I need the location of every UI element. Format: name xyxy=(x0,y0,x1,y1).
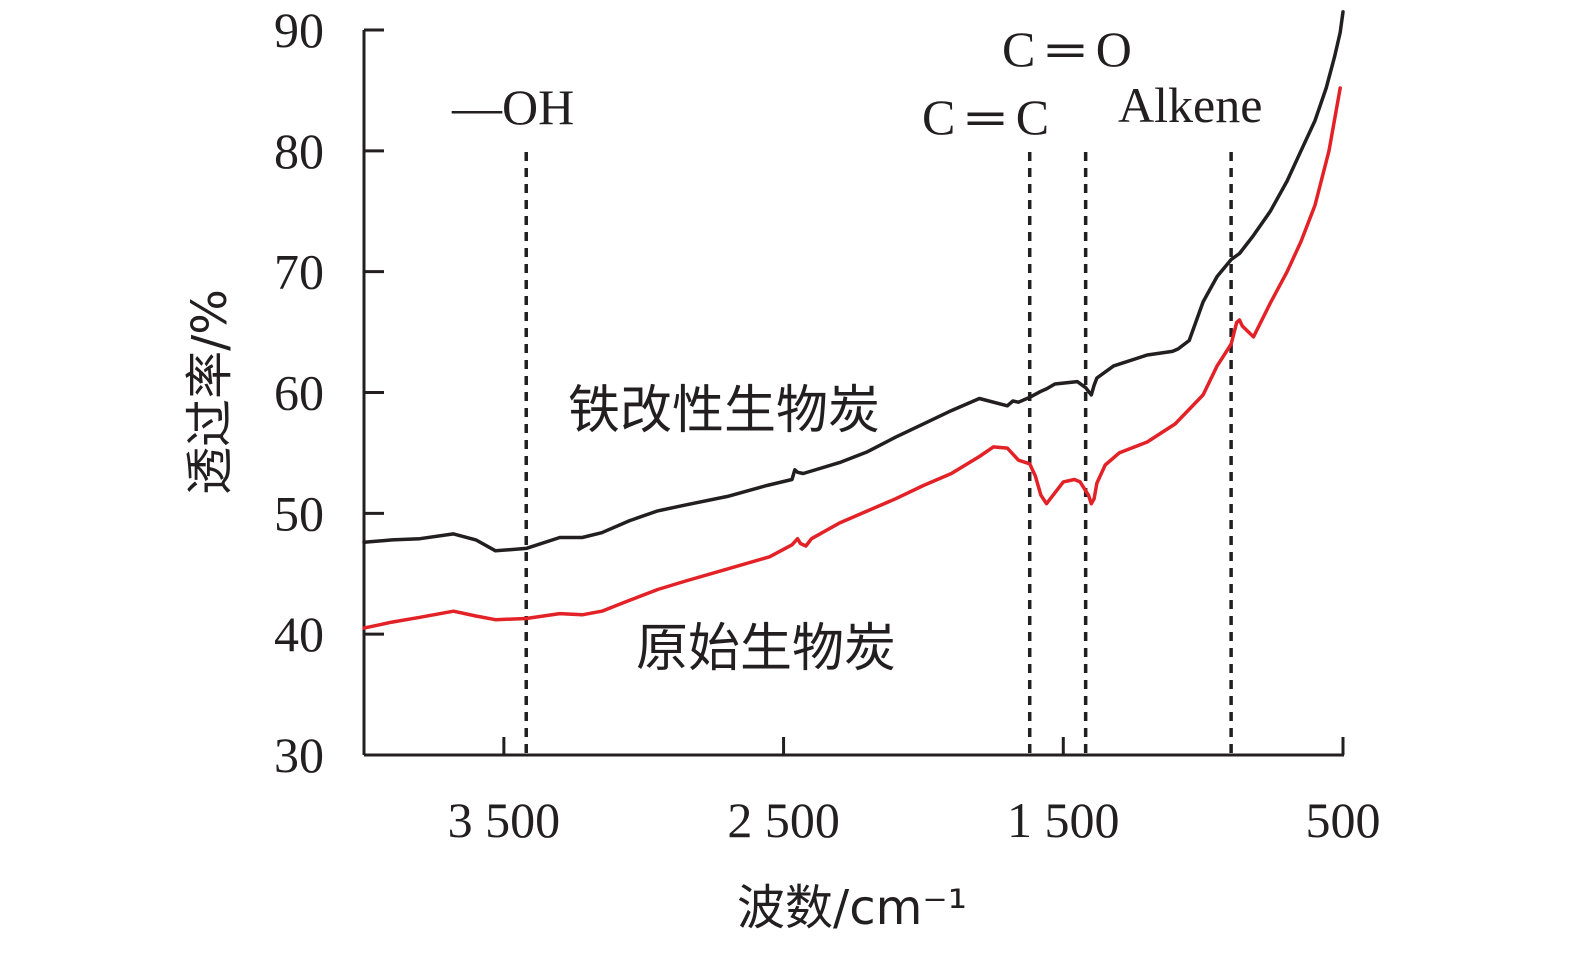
y-tick-label: 90 xyxy=(274,2,324,58)
series-line-pristine-biochar xyxy=(362,86,1342,630)
annotation-oh: —OH xyxy=(451,79,574,135)
series-lines xyxy=(362,10,1345,630)
y-tick-label: 40 xyxy=(274,606,324,662)
x-ticks: 3 500 2 500 1 500 500 xyxy=(448,737,1381,848)
y-ticks: 30 40 50 60 70 80 90 xyxy=(274,2,384,783)
series-label-iron-modified-biochar: 铁改性生物炭 xyxy=(568,381,880,441)
reference-lines xyxy=(524,152,1233,755)
y-tick-label: 50 xyxy=(274,485,324,541)
axes: 30 40 50 60 70 80 90 3 500 2 500 1 500 500 xyxy=(274,2,1381,848)
annotation-c-c: C ═ C xyxy=(922,89,1049,145)
x-axis-title: 波数/cm⁻¹ xyxy=(737,880,967,936)
y-tick-label: 80 xyxy=(274,123,324,179)
x-tick-label: 3 500 xyxy=(448,792,561,848)
y-tick-label: 60 xyxy=(274,365,324,421)
annotation-c-o: C ═ O xyxy=(1002,21,1132,77)
series-line-iron-modified-biochar xyxy=(362,10,1345,553)
y-tick-label: 70 xyxy=(274,244,324,300)
series-label-pristine-biochar: 原始生物炭 xyxy=(636,619,896,679)
y-axis-title: 透过率/% xyxy=(182,289,238,495)
x-tick-label: 2 500 xyxy=(727,792,840,848)
annotation-alkene: Alkene xyxy=(1118,77,1262,133)
x-tick-label: 500 xyxy=(1306,792,1381,848)
y-tick-label: 30 xyxy=(274,727,324,783)
x-tick-label: 1 500 xyxy=(1007,792,1120,848)
